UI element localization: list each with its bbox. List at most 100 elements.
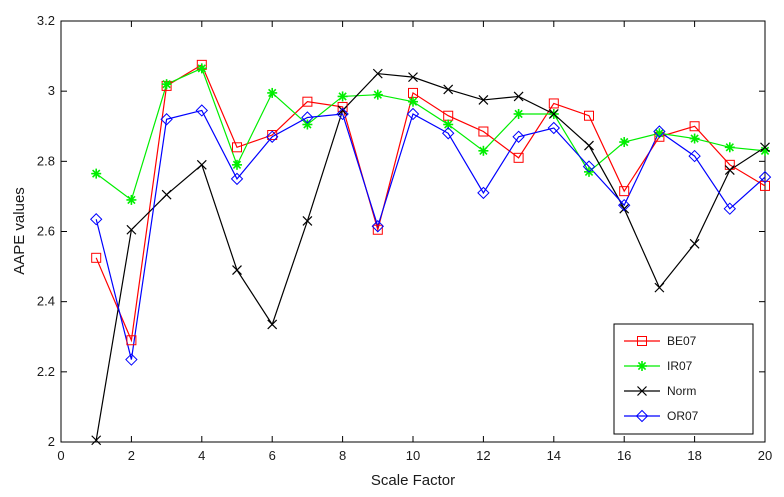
data-point-ir07	[619, 137, 630, 148]
data-point-norm	[372, 68, 383, 79]
data-point-ir07-stroke	[162, 79, 171, 89]
x-tick-label: 8	[339, 448, 346, 463]
data-point-ir07-stroke	[479, 146, 488, 155]
data-point-ir07-stroke	[620, 137, 629, 147]
data-point-be07	[372, 224, 383, 235]
y-tick-label: 3.2	[37, 13, 55, 28]
y-tick-label: 2	[48, 434, 55, 449]
series-line-ir07	[95, 67, 766, 201]
data-point-be07	[513, 152, 524, 163]
legend: BE07 IR07 Norm OR07	[613, 323, 754, 435]
data-point-norm	[724, 165, 735, 176]
y-tick-label: 2.8	[37, 153, 55, 168]
data-point-norm	[161, 189, 172, 200]
data-point-or07	[301, 111, 314, 124]
data-point-or07	[336, 107, 349, 121]
legend-marker-ir07-stroke	[637, 361, 647, 371]
data-point-ir07-stroke	[408, 97, 418, 106]
data-point-or07	[477, 186, 490, 200]
data-point-ir07	[126, 194, 137, 205]
data-point-norm	[91, 435, 102, 446]
data-point-norm-stroke	[584, 140, 594, 151]
data-point-ir07-stroke	[725, 143, 734, 152]
data-point-ir07-stroke	[655, 129, 664, 138]
data-point-ir07	[724, 142, 735, 153]
data-point-norm	[654, 282, 665, 293]
x-tick-label: 2	[128, 448, 135, 463]
data-point-norm-stroke	[689, 238, 700, 249]
data-point-ir07	[408, 96, 418, 107]
data-point-be07	[126, 335, 137, 346]
data-point-be07	[302, 96, 313, 107]
data-point-or07	[265, 130, 279, 143]
data-point-ir07-stroke	[197, 64, 206, 73]
x-tick-label: 12	[476, 448, 490, 463]
x-tick-label: 0	[57, 448, 64, 463]
data-point-ir07-stroke	[760, 146, 770, 155]
data-point-or07	[723, 202, 737, 215]
data-point-or07	[653, 125, 666, 138]
data-point-norm	[302, 216, 313, 226]
y-tick-label: 3	[48, 83, 55, 98]
series-line-be07	[95, 63, 766, 343]
x-tick-label: 14	[547, 448, 561, 463]
data-point-norm	[548, 109, 559, 119]
data-point-or07	[195, 104, 209, 117]
data-point-ir07	[91, 168, 102, 179]
data-point-norm	[513, 91, 524, 102]
data-point-norm-stroke	[372, 68, 383, 79]
data-point-or07	[125, 353, 138, 366]
data-point-or07	[758, 170, 772, 184]
data-point-norm-stroke	[724, 165, 735, 176]
data-point-norm-stroke	[654, 282, 665, 293]
data-point-norm-stroke	[161, 189, 172, 200]
data-point-norm-stroke	[478, 95, 489, 105]
data-point-norm-stroke	[443, 84, 454, 95]
data-point-be07	[478, 126, 489, 137]
data-point-ir07	[372, 89, 383, 100]
y-tick-label: 2.2	[37, 364, 55, 379]
data-point-norm-stroke	[196, 159, 207, 170]
x-tick-label: 6	[269, 448, 276, 463]
data-point-ir07-stroke	[444, 120, 453, 129]
x-axis-label: Scale Factor	[371, 472, 455, 489]
legend-marker-be07	[637, 336, 647, 346]
data-point-or07	[512, 130, 525, 143]
data-point-be07	[91, 252, 102, 263]
data-point-or07	[230, 172, 244, 186]
data-point-or07	[688, 149, 701, 163]
data-point-norm-stroke	[548, 109, 559, 119]
y-axis-label: AAPE values	[11, 187, 28, 275]
data-point-ir07	[161, 79, 172, 90]
data-point-norm	[443, 84, 454, 95]
data-point-norm-stroke	[267, 319, 278, 330]
data-point-ir07	[478, 145, 489, 156]
data-point-ir07	[196, 63, 207, 74]
data-point-be07	[689, 121, 700, 132]
data-point-norm-stroke	[232, 265, 242, 276]
data-point-norm	[689, 238, 700, 249]
data-point-ir07-stroke	[514, 109, 523, 119]
data-point-ir07	[513, 108, 524, 119]
legend-marker-ir07	[637, 361, 647, 371]
data-point-norm	[478, 95, 489, 105]
data-point-or07	[547, 121, 561, 135]
x-tick-label: 18	[687, 448, 701, 463]
y-tick-label: 2.6	[37, 224, 55, 239]
x-tick-label: 10	[406, 448, 420, 463]
data-point-be07	[584, 110, 594, 121]
data-point-ir07-stroke	[303, 120, 312, 129]
data-point-ir07-stroke	[268, 88, 277, 98]
data-point-norm-stroke	[126, 224, 137, 235]
data-point-ir07-stroke	[690, 134, 699, 143]
data-point-or07	[160, 113, 173, 126]
legend-label-or07: OR07	[667, 409, 699, 423]
legend-label-be07: BE07	[667, 334, 697, 348]
data-point-norm	[584, 140, 594, 151]
data-point-or07	[582, 160, 596, 173]
data-point-norm	[337, 105, 348, 116]
x-tick-label: 20	[758, 448, 772, 463]
y-tick-label: 2.4	[37, 294, 55, 309]
data-point-or07	[617, 198, 631, 212]
